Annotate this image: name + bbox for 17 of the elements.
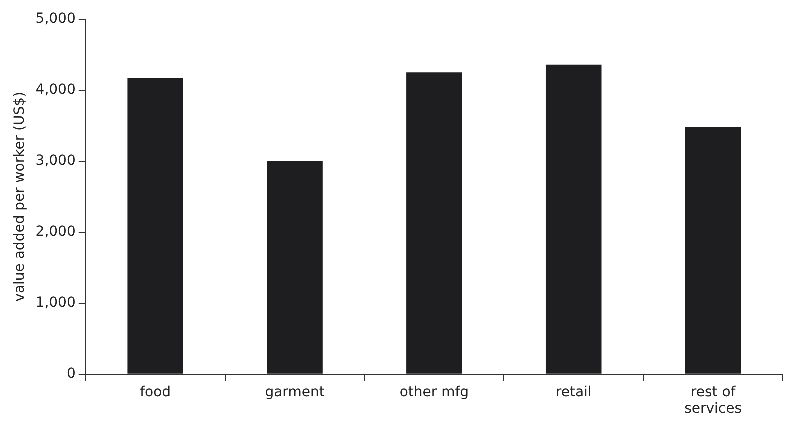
bar: [267, 161, 323, 374]
bar: [406, 72, 462, 374]
y-tick-label: 5,000: [36, 11, 76, 28]
x-tick-label: retail: [556, 384, 592, 400]
x-tick-label: food: [140, 384, 172, 400]
x-tick-label: other mfg: [400, 384, 470, 400]
y-axis-title: value added per worker (US$): [12, 92, 28, 302]
y-tick-label: 1,000: [36, 295, 76, 312]
y-tick-label: 3,000: [36, 153, 76, 170]
y-tick-label: 2,000: [36, 224, 76, 240]
y-tick-label: 4,000: [36, 82, 76, 98]
bar: [546, 64, 602, 374]
bar: [128, 78, 184, 374]
bar: [685, 127, 742, 374]
x-tick-label: garment: [265, 384, 326, 400]
x-tick-label: rest of services: [684, 384, 742, 418]
y-tick-label: 0: [66, 366, 76, 382]
